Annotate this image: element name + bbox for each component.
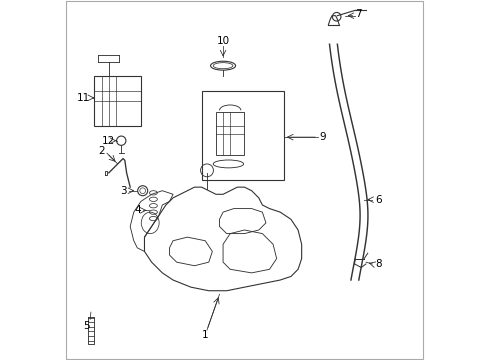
Text: 2: 2 (98, 147, 105, 157)
Text: 4: 4 (134, 205, 141, 215)
Text: 10: 10 (216, 36, 229, 46)
Text: 9: 9 (319, 132, 325, 142)
Text: 11: 11 (77, 93, 90, 103)
Text: 12: 12 (102, 136, 115, 146)
Text: 5: 5 (83, 321, 89, 332)
Text: 6: 6 (374, 195, 381, 204)
Text: 8: 8 (374, 259, 381, 269)
Text: 3: 3 (120, 186, 126, 196)
Text: 1: 1 (202, 330, 208, 341)
Bar (201, 91, 283, 180)
Text: 7: 7 (355, 9, 362, 19)
